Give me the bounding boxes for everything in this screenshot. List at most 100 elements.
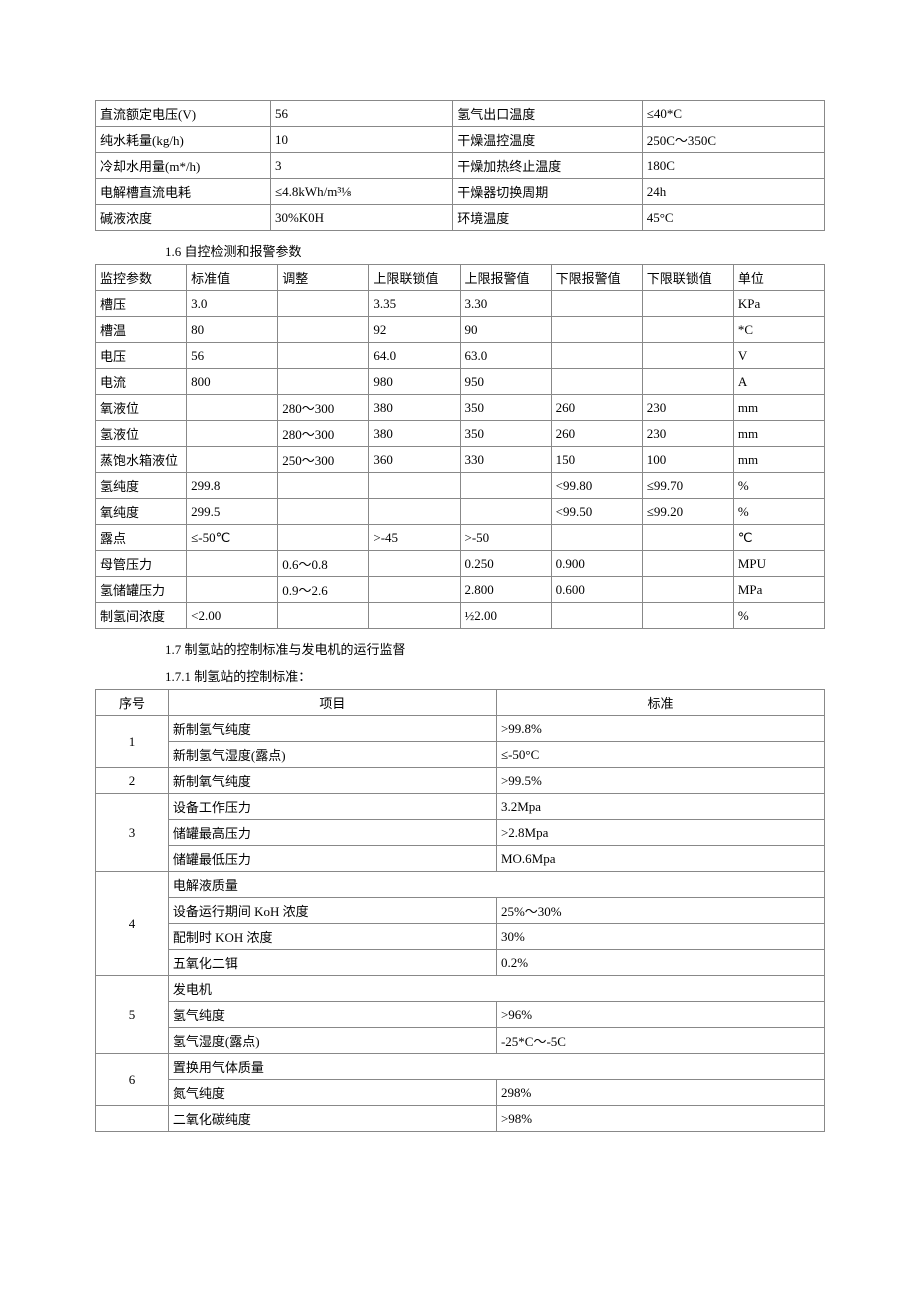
t3-std-cell: 25%～30% [496,898,824,924]
t2-cell: ℃ [733,525,824,551]
t2-cell: % [733,473,824,499]
t3-item-cell: 氢气湿度(露点) [168,1028,496,1054]
t1-cell: 直流额定电压(V) [96,101,271,127]
t2-cell: 299.8 [187,473,278,499]
t2-cell [278,525,369,551]
t2-cell: 230 [642,421,733,447]
t2-cell: ½2.00 [460,603,551,629]
heading-1-7: 1.7 制氢站的控制标准与发电机的运行监督 [165,639,825,658]
t1-cell: 180C [642,153,824,179]
heading-1-6: 1.6 自控检测和报警参数 [165,241,825,260]
t3-item-cell: 设备工作压力 [168,794,496,820]
t2-cell: 56 [187,343,278,369]
t2-cell: 母管压力 [96,551,187,577]
t2-cell: 露点 [96,525,187,551]
t2-cell: 氧纯度 [96,499,187,525]
t3-seq-cell: 2 [96,768,169,794]
t2-cell: 氢液位 [96,421,187,447]
t3-std-cell: >2.8Mpa [496,820,824,846]
t2-cell: 350 [460,421,551,447]
t3-std-cell: MO.6Mpa [496,846,824,872]
t2-cell [642,317,733,343]
t2-cell: 280～300 [278,395,369,421]
t2-cell: 980 [369,369,460,395]
t2-cell: 299.5 [187,499,278,525]
t2-cell: 槽压 [96,291,187,317]
t3-std-cell: >99.5% [496,768,824,794]
t2-cell: >-45 [369,525,460,551]
t2-cell [278,317,369,343]
t3-header-seq: 序号 [96,690,169,716]
t2-cell [551,369,642,395]
t3-seq-cell: 6 [96,1054,169,1106]
t2-cell: 0.9～2.6 [278,577,369,603]
t2-cell: 0.250 [460,551,551,577]
t2-cell: 100 [642,447,733,473]
t1-cell: 氢气出口温度 [453,101,643,127]
t1-cell: 3 [270,153,452,179]
t2-cell [642,551,733,577]
t2-cell [278,603,369,629]
t2-cell: 0.6～0.8 [278,551,369,577]
t3-item-cell: 五氧化二铒 [168,950,496,976]
t2-cell [187,577,278,603]
t3-item-cell: 氮气纯度 [168,1080,496,1106]
t2-cell [460,473,551,499]
t2-cell [642,577,733,603]
t2-cell: MPa [733,577,824,603]
t3-item-cell: 二氧化碳纯度 [168,1106,496,1132]
t3-item-cell: 新制氢气纯度 [168,716,496,742]
t2-cell [187,421,278,447]
t2-cell [642,343,733,369]
t2-cell: 260 [551,421,642,447]
t2-cell: 蒸饱水箱液位 [96,447,187,473]
t2-cell [551,291,642,317]
t2-cell [187,395,278,421]
t2-cell: <99.80 [551,473,642,499]
t2-cell [460,499,551,525]
t2-cell: 3.35 [369,291,460,317]
t3-std-cell: -25*C～-5C [496,1028,824,1054]
t2-cell [369,551,460,577]
t2-header-cell: 监控参数 [96,265,187,291]
t2-cell: 63.0 [460,343,551,369]
t1-cell: 冷却水用量(m*/h) [96,153,271,179]
t2-cell: mm [733,421,824,447]
t2-cell [551,525,642,551]
t1-cell: 24h [642,179,824,205]
t3-seq-cell: 3 [96,794,169,872]
t3-item-cell: 新制氢气湿度(露点) [168,742,496,768]
t2-cell [642,603,733,629]
t2-cell: 氢纯度 [96,473,187,499]
t3-item-cell: 氢气纯度 [168,1002,496,1028]
t2-cell: 0.600 [551,577,642,603]
t2-cell: <99.50 [551,499,642,525]
t2-cell: 氢储罐压力 [96,577,187,603]
t2-cell: 380 [369,395,460,421]
t1-cell: 干燥器切换周期 [453,179,643,205]
t2-cell: % [733,603,824,629]
alarm-params-table: 监控参数标准值调整上限联锁值上限报警值下限报警值下限联锁值单位 槽压3.03.3… [95,264,825,629]
t2-cell: 3.30 [460,291,551,317]
t2-cell [278,473,369,499]
t3-std-cell: ≤-50°C [496,742,824,768]
t2-cell: 250～300 [278,447,369,473]
t2-cell: mm [733,447,824,473]
t2-cell: 380 [369,421,460,447]
t2-cell: <2.00 [187,603,278,629]
t3-std-cell: 298% [496,1080,824,1106]
t3-item-cell: 新制氧气纯度 [168,768,496,794]
t2-cell: 80 [187,317,278,343]
t2-cell: ≤99.70 [642,473,733,499]
t1-cell: 干燥温控温度 [453,127,643,153]
t2-cell: KPa [733,291,824,317]
t3-item-cell: 置换用气体质量 [168,1054,824,1080]
t2-cell [642,369,733,395]
t2-cell [551,603,642,629]
t2-cell: 92 [369,317,460,343]
spec-table-1: 直流额定电压(V)56氢气出口温度≤40*C纯水耗量(kg/h)10干燥温控温度… [95,100,825,231]
t3-item-cell: 发电机 [168,976,824,1002]
t2-cell: 350 [460,395,551,421]
t2-cell: 2.800 [460,577,551,603]
t3-seq-cell: 1 [96,716,169,768]
